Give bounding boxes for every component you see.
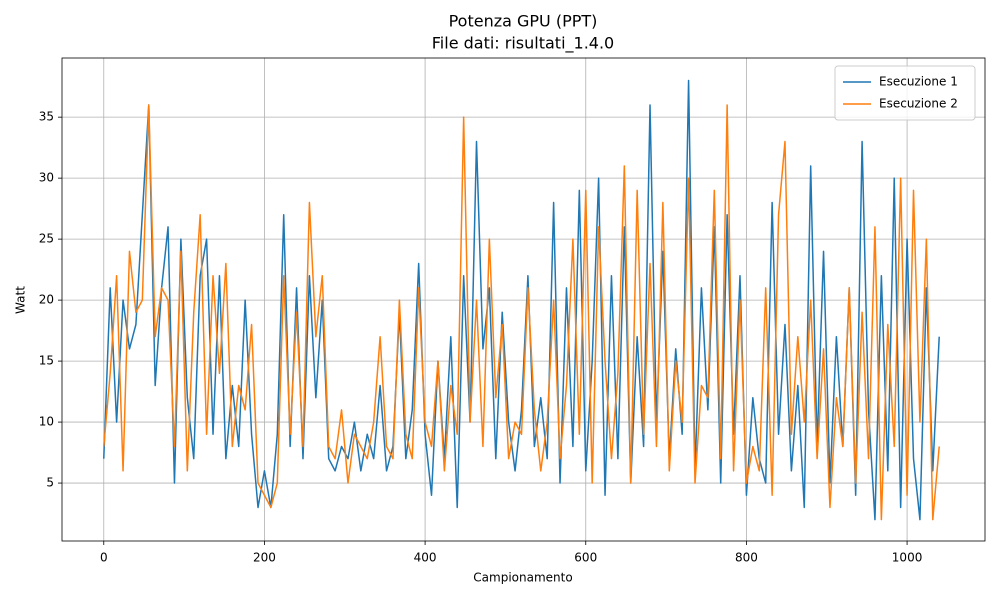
legend-label: Esecuzione 2 [879, 97, 958, 111]
y-tick-label: 25 [39, 232, 54, 246]
x-tick-label: 800 [735, 551, 758, 565]
y-tick-label: 15 [39, 354, 54, 368]
x-tick-label: 1000 [892, 551, 923, 565]
legend-label: Esecuzione 1 [879, 75, 958, 89]
y-tick-label: 20 [39, 293, 54, 307]
y-tick-label: 5 [46, 476, 54, 490]
chart-title: Potenza GPU (PPT) [449, 12, 598, 31]
y-tick-label: 10 [39, 415, 54, 429]
chart-subtitle: File dati: risultati_1.4.0 [432, 34, 614, 54]
y-tick-label: 35 [39, 110, 54, 124]
x-tick-label: 400 [414, 551, 437, 565]
plot-frame [61, 57, 986, 542]
y-axis-label: Watt [14, 286, 28, 314]
y-tick-label: 30 [39, 171, 54, 185]
data-line [103, 79, 940, 521]
x-axis-label: Campionamento [473, 571, 572, 585]
x-tick-label: 0 [100, 551, 108, 565]
x-tick-label: 200 [253, 551, 276, 565]
data-line [103, 104, 940, 521]
legend-box [834, 65, 976, 121]
x-tick-label: 600 [574, 551, 597, 565]
